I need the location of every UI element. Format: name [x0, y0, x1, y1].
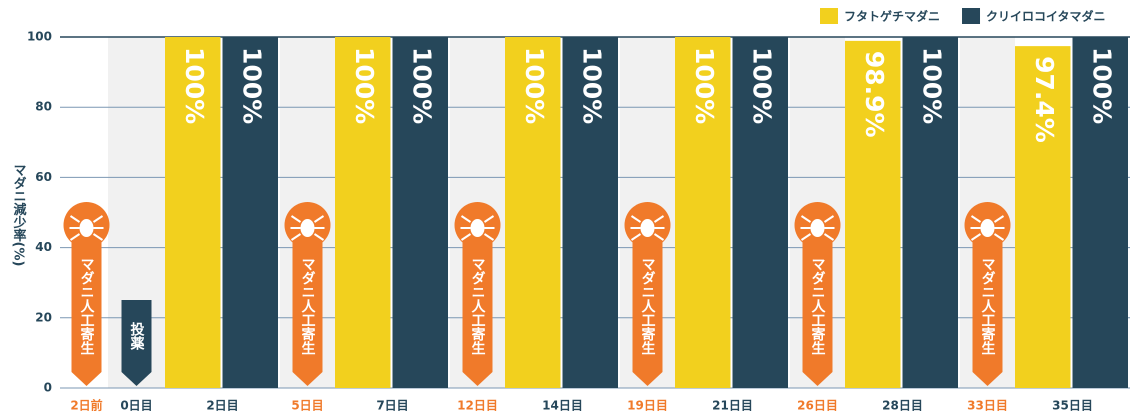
marker-arrow: [121, 300, 152, 386]
value-label: 100%: [1087, 47, 1116, 124]
tick-icon: [79, 219, 94, 237]
bar: [675, 37, 731, 388]
value-label: 100%: [690, 47, 719, 124]
value-label: 100%: [407, 47, 436, 124]
legend-swatch: [820, 8, 838, 24]
value-label: 100%: [747, 47, 776, 124]
x-tick-label: 5日目: [291, 399, 323, 413]
bar: [165, 37, 221, 388]
value-label: 100%: [180, 47, 209, 124]
event-label: マダニ人工寄生: [980, 257, 996, 355]
bar: [1015, 46, 1071, 388]
x-tick-label: 2日目: [206, 399, 238, 413]
x-tick-label: 19日目: [627, 399, 668, 413]
x-tick-label: 0日目: [120, 399, 152, 413]
event-marker: マダニ人工寄生: [454, 202, 501, 386]
y-tick-label: 0: [44, 381, 52, 395]
y-axis-label: マダニ減少率(%): [11, 164, 28, 267]
event-label: マダニ人工寄生: [79, 257, 95, 355]
y-tick-label: 40: [35, 240, 52, 254]
event-label: マダニ人工寄生: [810, 257, 826, 355]
event-label: マダニ人工寄生: [470, 257, 486, 355]
value-label: 100%: [237, 47, 266, 124]
bar: [222, 37, 278, 388]
marker-arrow: [972, 240, 1003, 386]
bar: [392, 37, 448, 388]
legend-label: クリイロコイタマダニ: [986, 9, 1106, 24]
event-marker: マダニ人工寄生: [63, 202, 110, 386]
bar: [335, 37, 391, 388]
y-tick-label: 60: [35, 170, 52, 184]
tick-icon: [300, 219, 315, 237]
x-tick-label: 2日前: [70, 398, 102, 413]
x-tick-label: 14日目: [542, 399, 583, 413]
x-tick-label: 21日目: [712, 399, 753, 413]
bar: [902, 37, 958, 388]
event-marker: 投薬: [121, 300, 152, 386]
value-label: 100%: [350, 47, 379, 124]
bar: [562, 37, 618, 388]
bar: [1072, 37, 1128, 388]
x-tick-label: 12日目: [457, 399, 498, 413]
legend-swatch: [962, 8, 981, 24]
bar: [505, 37, 561, 388]
event-label: マダニ人工寄生: [300, 257, 316, 355]
event-marker: マダニ人工寄生: [964, 202, 1011, 386]
y-tick-label: 80: [35, 100, 52, 114]
value-label: 98.9%: [860, 51, 889, 138]
x-tick-label: 26日目: [797, 399, 838, 413]
legend-label: フタトゲチマダニ: [844, 9, 940, 24]
x-tick-label: 7日目: [376, 399, 408, 413]
value-label: 100%: [520, 47, 549, 124]
tick-icon: [980, 219, 995, 237]
event-marker: マダニ人工寄生: [284, 202, 331, 386]
marker-arrow: [462, 240, 493, 386]
tick-legs: [290, 215, 325, 241]
marker-arrow: [292, 240, 323, 386]
event-marker: マダニ人工寄生: [794, 202, 841, 386]
y-tick-label: 20: [35, 310, 52, 324]
tick-legs: [970, 215, 1005, 241]
marker-arrow: [71, 240, 102, 386]
value-label: 100%: [577, 47, 606, 124]
tick-legs: [800, 215, 835, 241]
y-tick-label: 100: [27, 30, 52, 44]
value-label: 97.4%: [1030, 56, 1059, 143]
marker-arrow: [632, 240, 663, 386]
x-tick-label: 28日目: [882, 399, 923, 413]
x-tick-label: 33日目: [967, 399, 1008, 413]
tick-icon: [640, 219, 655, 237]
tick-legs: [69, 215, 104, 241]
event-label: 投薬: [129, 322, 145, 351]
tick-icon: [470, 219, 485, 237]
tick-icon: [810, 219, 825, 237]
tick-legs: [460, 215, 495, 241]
event-marker: マダニ人工寄生: [624, 202, 671, 386]
x-tick-label: 35日目: [1052, 399, 1093, 413]
bar: [845, 40, 901, 389]
marker-arrow: [802, 240, 833, 386]
tick-legs: [630, 215, 665, 241]
event-label: マダニ人工寄生: [640, 257, 656, 355]
bar: [732, 37, 788, 388]
value-label: 100%: [917, 47, 946, 124]
